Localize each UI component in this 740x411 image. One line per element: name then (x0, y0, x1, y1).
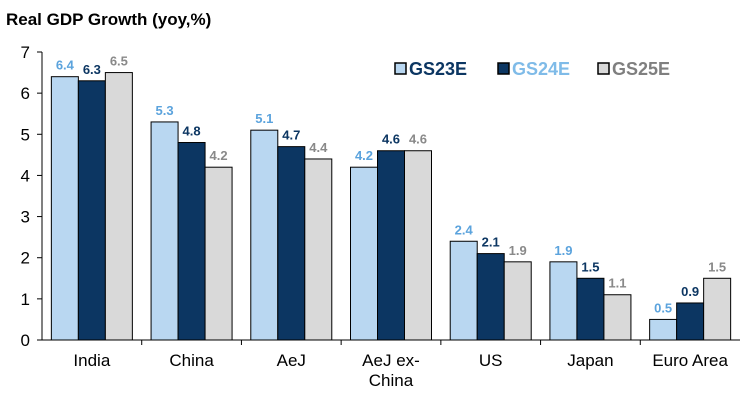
chart-title: Real GDP Growth (yoy,%) (6, 10, 211, 29)
bar-GS23E (449, 240, 478, 341)
bar-GS23E (250, 129, 279, 341)
y-tick-label: 1 (21, 290, 30, 309)
data-label: 2.1 (482, 235, 500, 250)
data-label: 4.8 (183, 124, 201, 139)
y-tick-label: 2 (21, 249, 30, 268)
data-label: 0.5 (654, 300, 672, 315)
legend-label: GS23E (409, 59, 467, 79)
bar-GS23E (150, 121, 179, 341)
data-label: 6.5 (110, 54, 128, 69)
data-label: 0.9 (681, 284, 699, 299)
y-tick-label: 7 (21, 43, 30, 62)
bar-GS24E (676, 302, 705, 341)
bar-GS24E (476, 253, 505, 341)
category-label: Japan (567, 351, 613, 370)
data-label: 1.5 (581, 259, 599, 274)
y-tick-label: 5 (21, 125, 30, 144)
legend-swatch (597, 62, 610, 75)
y-tick-label: 4 (21, 166, 30, 185)
bar-GS23E (350, 166, 378, 341)
bar-GS25E (304, 158, 333, 341)
data-label: 4.6 (382, 132, 400, 147)
bar-GS24E (576, 277, 605, 341)
category-label: AeJ ex- (362, 351, 420, 370)
legend-swatch (394, 62, 407, 75)
category-label: Euro Area (652, 351, 728, 370)
category-label: India (73, 351, 110, 370)
category-label: AeJ (277, 351, 306, 370)
bar-GS24E (377, 150, 405, 341)
y-tick-label: 3 (21, 208, 30, 227)
data-label: 1.1 (608, 276, 626, 291)
data-label: 5.1 (255, 111, 273, 126)
y-tick-label: 0 (21, 331, 30, 350)
bar-GS25E (104, 72, 133, 341)
bar-GS25E (503, 261, 532, 341)
data-label: 4.2 (355, 148, 373, 163)
bar-GS25E (404, 150, 432, 341)
bar-GS25E (703, 277, 732, 341)
data-label: 1.9 (554, 243, 572, 258)
data-label: 4.4 (309, 140, 328, 155)
legend-swatch (497, 62, 510, 75)
data-label: 1.5 (708, 259, 726, 274)
data-label: 2.4 (455, 222, 474, 237)
bar-GS23E (649, 318, 678, 341)
category-label: China (369, 371, 414, 390)
data-label: 5.3 (156, 103, 174, 118)
data-label: 1.9 (509, 243, 527, 258)
data-label: 6.3 (83, 62, 101, 77)
data-label: 4.6 (409, 132, 427, 147)
category-label: China (169, 351, 214, 370)
data-label: 6.4 (56, 58, 75, 73)
bar-GS24E (277, 146, 306, 341)
category-label: US (479, 351, 503, 370)
bar-GS25E (603, 294, 632, 341)
legend-label: GS24E (512, 59, 570, 79)
bar-GS24E (77, 80, 106, 341)
bar-GS23E (50, 76, 79, 341)
y-tick-label: 6 (21, 84, 30, 103)
bar-GS23E (549, 261, 578, 341)
legend-label: GS25E (612, 59, 670, 79)
data-label: 4.7 (282, 128, 300, 143)
bar-GS25E (204, 166, 233, 341)
bar-GS24E (177, 142, 206, 341)
data-label: 4.2 (210, 148, 228, 163)
